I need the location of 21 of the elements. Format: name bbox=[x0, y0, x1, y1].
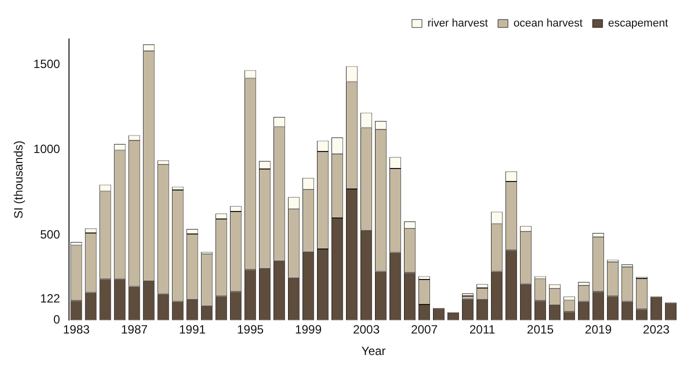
x-tick-label: 2011 bbox=[469, 322, 496, 337]
y-tick-label: 1500 bbox=[33, 56, 60, 71]
x-axis-title: Year bbox=[361, 344, 386, 358]
y-tick-label: 500 bbox=[40, 227, 60, 242]
legend-label: river harvest bbox=[427, 18, 488, 30]
x-tick-label: 2015 bbox=[526, 322, 554, 337]
y-tick-label: 1000 bbox=[33, 142, 60, 156]
x-tick-label: 1991 bbox=[178, 322, 206, 337]
x-tick-label: 2023 bbox=[642, 322, 670, 337]
y-axis-title: SI (thousands) bbox=[12, 140, 26, 219]
legend-label: escapement bbox=[608, 18, 668, 30]
x-tick-label: 1995 bbox=[236, 322, 264, 337]
x-tick-label: 1987 bbox=[120, 322, 148, 337]
legend-label: ocean harvest bbox=[513, 18, 583, 30]
x-tick-label: 1983 bbox=[62, 322, 90, 337]
x-tick-label: 2003 bbox=[352, 322, 380, 337]
y-tick-label: 0 bbox=[53, 312, 60, 327]
x-tick-label: 2019 bbox=[584, 322, 612, 337]
x-tick-label: 2007 bbox=[410, 322, 438, 337]
y-tick-label: 122 bbox=[40, 292, 60, 306]
x-tick-label: 1999 bbox=[294, 322, 322, 337]
